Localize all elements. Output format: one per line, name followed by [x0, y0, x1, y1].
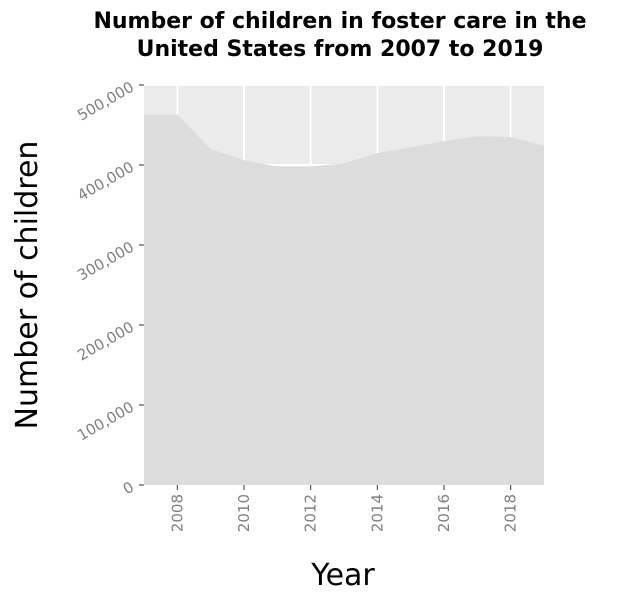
x-tick-label: 2018 — [502, 494, 520, 532]
x-tick-label: 2010 — [235, 494, 253, 532]
x-tick-label: 2016 — [435, 494, 453, 532]
area-series — [144, 114, 544, 485]
x-axis-label: Year — [310, 558, 375, 593]
y-tick-label: 300,000 — [74, 238, 137, 285]
x-tick-label: 2014 — [368, 494, 386, 532]
y-tick-label: 0 — [120, 478, 137, 498]
x-tick-label: 2008 — [168, 494, 186, 532]
y-tick-label: 100,000 — [74, 398, 137, 445]
y-axis-label: Number of children — [10, 141, 45, 430]
chart-title-line-1: Number of children in foster care in the — [93, 9, 586, 34]
x-tick-label: 2012 — [302, 494, 320, 532]
x-axis-ticks: 2008 2010 2012 2014 2016 2018 — [168, 485, 520, 532]
y-tick-label: 400,000 — [74, 158, 137, 205]
y-axis-ticks: 0 100,000 200,000 300,000 400,000 500,000 — [74, 78, 144, 498]
y-tick-label: 200,000 — [74, 318, 137, 365]
chart-title-line-2: United States from 2007 to 2019 — [137, 37, 544, 62]
y-tick-label: 500,000 — [74, 78, 137, 125]
